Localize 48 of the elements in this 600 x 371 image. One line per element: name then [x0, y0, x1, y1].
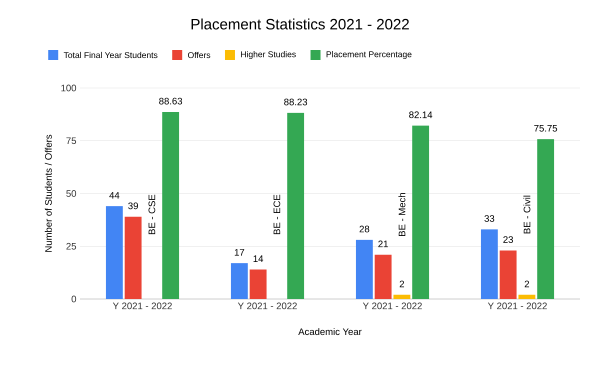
data-label: 28	[360, 226, 370, 232]
data-label: 75.75	[534, 125, 558, 132]
annotation: BE - Civil	[523, 196, 530, 234]
bar	[393, 294, 410, 299]
chart-title: Placement Statistics 2021 - 2022	[192, 18, 409, 30]
x-tick-label: Y 2021 - 2022	[112, 302, 172, 310]
data-label: 88.63	[159, 98, 182, 104]
legend-label: Total Final Year Students	[64, 52, 158, 58]
data-label: 88.23	[284, 98, 308, 106]
data-label: 33	[484, 215, 494, 222]
bar	[518, 294, 536, 299]
bar	[106, 206, 123, 299]
data-label: 2	[400, 280, 404, 288]
y-tick-label: 0	[72, 296, 76, 302]
y-tick-label: 50	[66, 190, 76, 197]
annotation: BE - ECE	[274, 194, 280, 234]
legend-label: Higher Studies	[241, 51, 296, 59]
data-label: 82.14	[409, 111, 432, 118]
data-label: 23	[503, 236, 513, 243]
data-label: 39	[128, 202, 138, 210]
data-label: 14	[254, 255, 264, 262]
y-tick-label: 100	[61, 84, 76, 92]
data-label: 2	[524, 280, 530, 288]
bar	[537, 139, 554, 299]
bar	[480, 229, 498, 299]
data-label: 17	[234, 249, 244, 256]
bar	[287, 112, 304, 299]
x-tick-label: Y 2021 - 2022	[488, 302, 547, 310]
annotation: BE - CSE	[148, 194, 156, 234]
y-axis-title: Number of Students / Offers	[44, 134, 52, 252]
x-tick-label: Y 2021 - 2022	[238, 302, 297, 310]
bar	[250, 269, 267, 299]
data-label: 21	[378, 240, 388, 248]
y-tick-label: 75	[66, 137, 76, 144]
legend-label: Placement Percentage	[326, 51, 412, 59]
annotation: BE - Mech	[398, 193, 406, 236]
legend-label: Offers	[188, 52, 210, 58]
bar	[162, 112, 180, 299]
x-axis-title: Academic Year	[298, 328, 362, 336]
bar	[500, 250, 517, 299]
bar	[124, 216, 142, 299]
bar	[412, 126, 430, 299]
bar	[356, 240, 373, 299]
y-tick-label: 25	[66, 242, 76, 250]
bar	[374, 254, 392, 299]
data-label: 44	[109, 192, 120, 199]
x-tick-label: Y 2021 - 2022	[362, 302, 422, 310]
bar	[230, 263, 248, 299]
